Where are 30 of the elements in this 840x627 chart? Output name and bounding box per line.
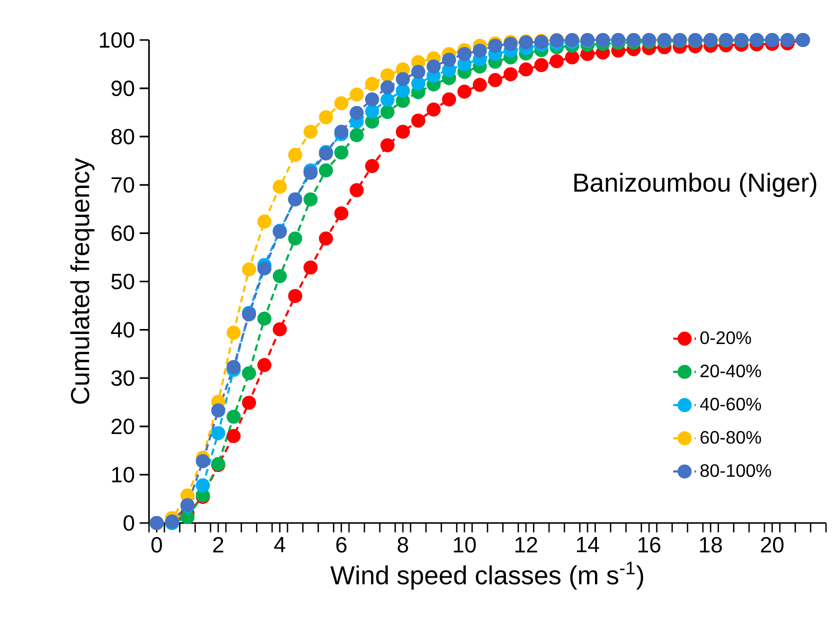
x-tick-label: 20 xyxy=(761,537,784,553)
legend-label: 80-100% xyxy=(700,464,772,477)
y-tick-label: 20 xyxy=(112,418,134,434)
y-tick-label: 100 xyxy=(100,32,134,48)
y-tick-label: 10 xyxy=(112,466,134,482)
x-tick-label: 6 xyxy=(336,537,346,553)
x-tick-label: 0 xyxy=(151,537,162,553)
y-tick-label: 0 xyxy=(124,515,134,531)
x-tick-label: 2 xyxy=(213,537,224,552)
legend-label: 20-40% xyxy=(700,364,762,378)
x-tick-label: 10 xyxy=(454,537,476,553)
y-tick-label: 80 xyxy=(111,128,134,144)
legend-label: 0-20% xyxy=(700,331,752,344)
x-tick-label: 18 xyxy=(700,537,722,553)
y-axis-title: Cumulated frequency xyxy=(70,158,94,404)
text: Banizoumbou (Niger) xyxy=(574,172,816,198)
x-tick-label: 8 xyxy=(398,537,408,553)
x-tick-label: 4 xyxy=(274,537,286,552)
y-tick-label: 50 xyxy=(111,274,134,290)
y-tick-label: 70 xyxy=(112,177,134,193)
legend-label: 40-60% xyxy=(700,398,762,411)
y-tick-label: 60 xyxy=(112,225,134,241)
x-tick-label: 16 xyxy=(638,537,660,553)
y-tick-label: 30 xyxy=(111,370,134,386)
y-tick-label: 40 xyxy=(111,322,134,338)
y-tick-label: 90 xyxy=(112,80,134,96)
x-tick-label: 12 xyxy=(515,537,538,552)
legend-label: 60-80% xyxy=(700,431,762,444)
x-tick-label: 14 xyxy=(576,537,600,552)
x-axis-title: Wind speed classes (m s$^{-1}$) xyxy=(330,562,644,590)
